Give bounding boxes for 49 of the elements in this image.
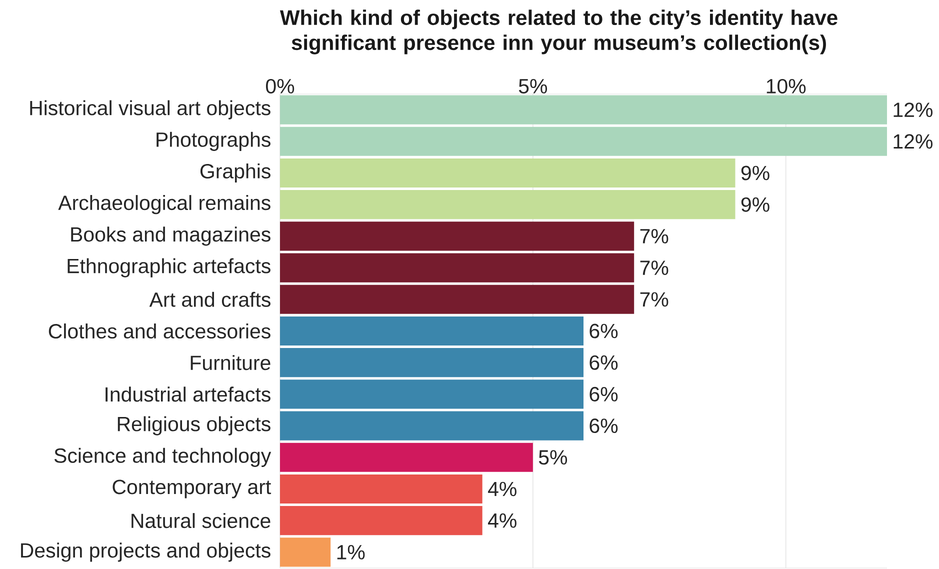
data-label: 6% — [590, 418, 618, 434]
bar — [280, 442, 533, 472]
data-label: 12% — [894, 102, 932, 118]
bar — [280, 126, 887, 156]
y-tick-label: Science and technology — [54, 448, 272, 467]
y-tick-label: Design projects and objects — [21, 542, 270, 562]
y-tick-label: Religious objects — [118, 416, 270, 436]
data-label: 12% — [894, 134, 932, 149]
bar — [280, 284, 634, 314]
y-tick-label: Clothes and accessories — [48, 323, 270, 339]
data-label: 5% — [538, 450, 568, 465]
bar — [280, 158, 736, 188]
y-tick-label: Industrial artefacts — [106, 386, 270, 402]
data-label: 9% — [741, 166, 770, 180]
data-label: 4% — [488, 513, 516, 528]
y-tick-label: Archaeological remains — [58, 195, 270, 214]
data-label: 6% — [590, 386, 618, 402]
x-tick-label: 5% — [518, 79, 548, 94]
y-tick-label: Contemporary art — [112, 480, 272, 498]
y-tick-label: Historical visual art objects — [30, 100, 270, 120]
data-label: 7% — [640, 292, 668, 307]
bar — [280, 316, 584, 346]
y-tick-label: Photographs — [156, 132, 270, 151]
bar — [280, 411, 584, 440]
data-label: 4% — [488, 482, 516, 496]
x-tick-label: 0% — [266, 78, 294, 94]
data-label: 1% — [337, 545, 365, 560]
bar — [280, 95, 887, 124]
bar — [280, 222, 634, 251]
y-tick-label: Furniture — [190, 355, 270, 370]
y-tick-label: Books and magazines — [71, 226, 270, 246]
data-label: 7% — [640, 260, 668, 275]
bar — [280, 506, 482, 536]
bar — [280, 380, 584, 409]
bar — [280, 538, 331, 567]
bar — [280, 348, 584, 378]
y-tick-label: Ethnographic artefacts — [68, 258, 270, 278]
data-label: 7% — [640, 229, 668, 244]
data-label: 6% — [590, 324, 618, 338]
y-tick-label: Art and crafts — [149, 292, 270, 307]
y-tick-label: Graphis — [200, 163, 270, 183]
bar — [280, 253, 634, 282]
data-label: 9% — [741, 197, 770, 212]
bar — [280, 474, 482, 504]
bar — [280, 190, 736, 220]
x-tick-label: 10% — [766, 78, 806, 94]
chart-title: Which kind of objects related to the city’s identity have significant presence inn your museum’s collection(s) — [280, 10, 838, 54]
y-tick-label: Natural science — [132, 513, 270, 528]
data-label: 6% — [590, 355, 618, 370]
